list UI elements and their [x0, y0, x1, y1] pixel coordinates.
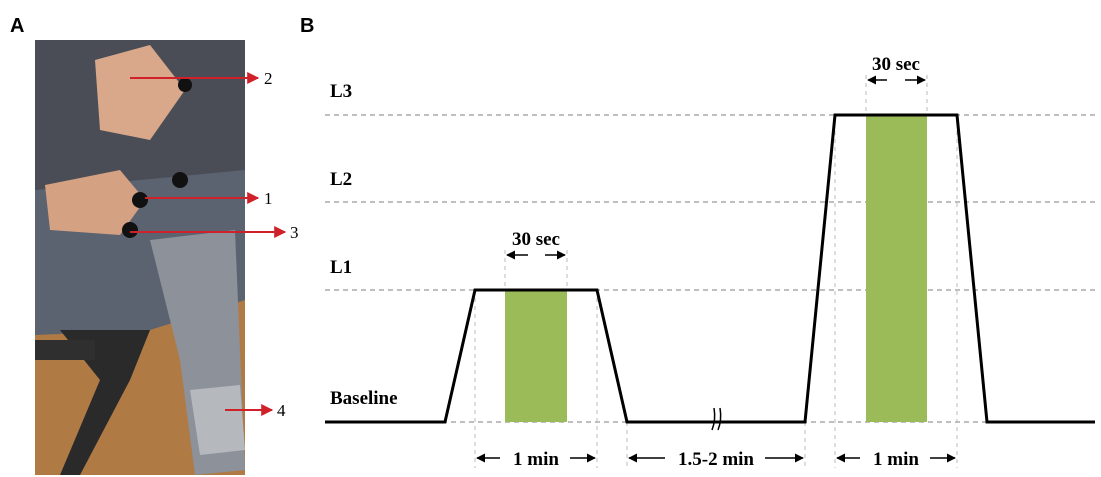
- hold-label: 30 sec: [512, 229, 560, 250]
- hold-label: 30 sec: [872, 54, 920, 75]
- callout: 4: [277, 401, 286, 420]
- hold-window: [505, 290, 567, 422]
- callout: 1: [264, 189, 273, 208]
- panel-label: B: [300, 15, 314, 37]
- level-label: Baseline: [330, 388, 398, 409]
- protocol-trace: [325, 115, 1095, 422]
- callout: 2: [264, 69, 273, 88]
- interval-label: 1 min: [513, 449, 559, 470]
- level-label: L1: [330, 257, 352, 278]
- level-label: L2: [330, 169, 352, 190]
- callout: 3: [290, 223, 299, 242]
- level-label: L3: [330, 81, 352, 102]
- level-lines: [325, 115, 1095, 422]
- hold-window: [866, 115, 927, 422]
- photo: [35, 40, 245, 475]
- interval-label: 1.5-2 min: [678, 449, 754, 470]
- axis-break: [712, 408, 721, 430]
- interval-label: 1 min: [873, 449, 919, 470]
- figure: A 2 1 3 4 B L3 L2 L1 Baseline: [0, 0, 1101, 477]
- panel-label: A: [10, 15, 24, 37]
